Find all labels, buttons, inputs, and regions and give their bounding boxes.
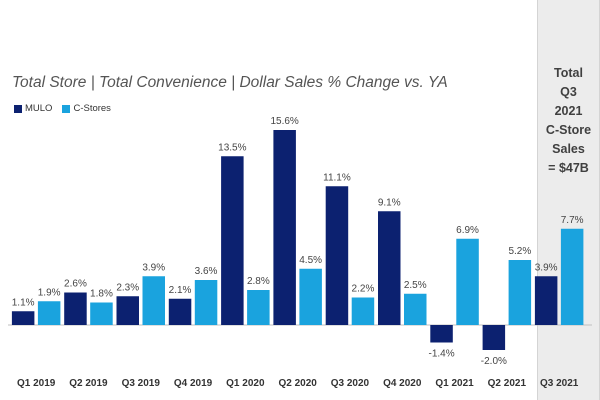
data-label-c-stores: 2.5% (404, 280, 427, 291)
bar-mulo (378, 211, 401, 325)
data-label-mulo: 13.5% (218, 142, 246, 153)
data-label-c-stores: 6.9% (456, 225, 479, 236)
bar-c-stores (37, 301, 61, 325)
data-label-c-stores: 4.5% (299, 255, 322, 266)
x-tick-label: Q3 2019 (122, 378, 161, 389)
data-label-mulo: -1.4% (428, 349, 454, 360)
data-label-mulo: 9.1% (378, 197, 401, 208)
data-label-c-stores: 2.2% (352, 284, 375, 295)
data-label-mulo: 1.1% (12, 297, 35, 308)
callout-line: Sales (552, 142, 585, 156)
legend-item-c-stores: C-Stores (62, 103, 111, 114)
legend-label-mulo: MULO (25, 103, 53, 114)
callout-line: 2021 (554, 104, 583, 118)
data-label-c-stores: 3.6% (195, 266, 218, 277)
bar-c-stores (351, 297, 375, 325)
callout-line: = $47B (548, 161, 589, 175)
data-label-mulo: 3.9% (535, 262, 558, 273)
callout-line: Q3 (560, 85, 577, 99)
legend-item-mulo: MULO (14, 103, 52, 114)
data-label-mulo: 2.3% (116, 282, 139, 293)
data-label-c-stores: 2.8% (247, 276, 270, 287)
x-tick-label: Q4 2020 (383, 378, 422, 389)
bar-mulo (64, 292, 87, 325)
data-label-c-stores: 1.8% (90, 289, 113, 300)
x-tick-label: Q2 2019 (69, 378, 108, 389)
bar-mulo (11, 311, 35, 325)
bar-c-stores (404, 293, 427, 325)
data-label-c-stores: 7.7% (561, 215, 584, 226)
callout-line: Total (554, 66, 583, 80)
data-label-mulo: 2.1% (169, 285, 192, 296)
legend: MULO C-Stores (14, 103, 111, 114)
x-tick-label: Q4 2019 (174, 378, 213, 389)
data-label-mulo: 15.6% (270, 116, 298, 127)
x-tick-label: Q1 2019 (17, 378, 56, 389)
bar-mulo (221, 156, 244, 325)
x-tick-label: Q2 2021 (488, 378, 527, 389)
bar-mulo (116, 296, 139, 325)
bar-mulo (534, 276, 558, 325)
bar-mulo (273, 130, 296, 325)
bar-mulo (168, 298, 192, 325)
bar-c-stores (508, 260, 532, 325)
data-label-mulo: 2.6% (64, 279, 87, 290)
bar-mulo (482, 325, 506, 350)
data-label-c-stores: 3.9% (142, 262, 165, 273)
bar-c-stores (142, 276, 165, 325)
bar-c-stores (90, 302, 113, 325)
bar-c-stores (456, 238, 479, 325)
x-tick-label: Q1 2020 (226, 378, 265, 389)
bar-mulo (325, 186, 349, 325)
bar-c-stores (194, 280, 218, 325)
bar-c-stores (247, 290, 270, 325)
bar-c-stores (299, 268, 322, 325)
data-label-c-stores: 1.9% (38, 287, 61, 298)
legend-swatch-c-stores (62, 104, 71, 113)
data-label-mulo: -2.0% (481, 356, 507, 367)
sales-callout: Total Q3 2021 C-Store Sales = $47B (537, 64, 600, 178)
x-tick-label: Q2 2020 (278, 378, 317, 389)
bar-c-stores (560, 228, 584, 325)
x-tick-label: Q3 2020 (331, 378, 370, 389)
chart-title: Total Store | Total Convenience | Dollar… (12, 74, 448, 91)
x-tick-label: Q3 2021 (540, 378, 579, 389)
bar-mulo (430, 325, 453, 343)
data-label-mulo: 11.1% (323, 172, 351, 183)
legend-swatch-mulo (14, 104, 22, 113)
x-tick-label: Q1 2021 (435, 378, 474, 389)
legend-label-c-stores: C-Stores (73, 103, 111, 114)
callout-line: C-Store (545, 123, 592, 137)
data-label-c-stores: 5.2% (508, 246, 531, 257)
